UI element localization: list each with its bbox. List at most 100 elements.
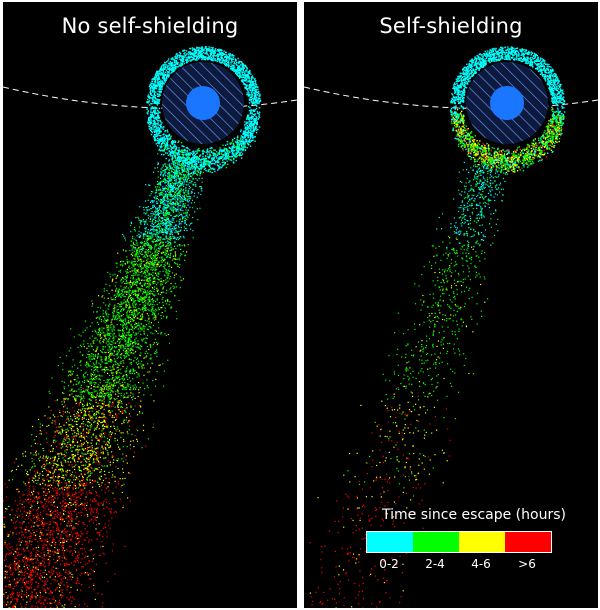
particle (169, 166, 171, 168)
particle (101, 351, 103, 353)
particle (51, 603, 53, 605)
particle (63, 474, 65, 476)
particle (159, 239, 161, 241)
particle (128, 317, 130, 319)
particle (30, 551, 33, 553)
particle (31, 425, 34, 428)
particle (146, 280, 148, 282)
particle (173, 211, 175, 213)
particle (160, 220, 162, 222)
particle (169, 189, 171, 191)
particle (116, 378, 119, 380)
particle (147, 371, 149, 373)
particle (196, 166, 198, 169)
particle (102, 424, 104, 426)
particle (116, 311, 118, 313)
particle (130, 328, 132, 331)
particle (186, 198, 188, 200)
particle (169, 176, 171, 178)
particle (146, 385, 148, 387)
particle (120, 347, 122, 349)
particle (58, 544, 61, 546)
particle (39, 443, 42, 445)
particle (131, 274, 133, 276)
particle (145, 300, 147, 302)
particle (44, 484, 46, 486)
particle (166, 233, 168, 235)
particle (91, 454, 93, 457)
particle (118, 368, 120, 371)
particle (122, 265, 124, 267)
particle (122, 319, 124, 321)
particle (154, 229, 156, 231)
particle (89, 392, 91, 394)
particle (142, 237, 144, 239)
particle (132, 319, 134, 321)
particle (74, 483, 76, 485)
particle (162, 188, 164, 190)
particle (134, 370, 136, 372)
particle (109, 388, 111, 390)
particle (101, 396, 103, 398)
particle (17, 594, 19, 597)
particle (158, 273, 160, 275)
particle (145, 309, 147, 312)
particle (115, 290, 117, 292)
particle (50, 534, 52, 536)
particle (106, 358, 108, 360)
particle (95, 500, 97, 502)
particle (52, 489, 54, 491)
particle (170, 287, 172, 289)
particle (148, 184, 150, 186)
particle (175, 208, 177, 210)
particle (67, 430, 69, 432)
particle (130, 320, 132, 323)
particle (69, 572, 71, 574)
particle (134, 261, 136, 263)
particle (155, 198, 157, 200)
particle (167, 238, 169, 240)
particle (110, 332, 112, 334)
particle (184, 160, 186, 163)
particle (183, 235, 185, 237)
particle (132, 395, 134, 397)
particle (96, 411, 98, 413)
particle (142, 424, 145, 426)
particle (130, 336, 132, 338)
particle (66, 563, 68, 565)
particle (104, 346, 106, 348)
particle (145, 286, 148, 288)
particle (132, 370, 135, 372)
particle (158, 364, 160, 366)
particle (189, 228, 192, 230)
particle (120, 360, 122, 363)
particle (122, 293, 124, 296)
particle (167, 173, 169, 175)
particle (119, 402, 121, 404)
particle (101, 400, 103, 402)
particle (115, 393, 117, 395)
particle (157, 176, 159, 178)
particle (46, 505, 48, 507)
particle (105, 311, 107, 313)
particle (41, 532, 43, 534)
particle (127, 297, 129, 299)
particle (39, 592, 41, 594)
particle (86, 401, 89, 403)
particle (95, 437, 97, 439)
particle (86, 572, 88, 574)
particle (62, 547, 65, 549)
particle (192, 216, 194, 219)
particle (163, 251, 165, 253)
particle (158, 192, 160, 195)
particle (150, 257, 152, 260)
particle (148, 209, 150, 211)
particle (34, 538, 36, 540)
particle (96, 455, 98, 457)
particle (24, 451, 26, 453)
particle (145, 213, 147, 215)
particle (95, 468, 97, 470)
particle (151, 261, 153, 263)
particle (152, 264, 154, 266)
particle (116, 381, 118, 383)
